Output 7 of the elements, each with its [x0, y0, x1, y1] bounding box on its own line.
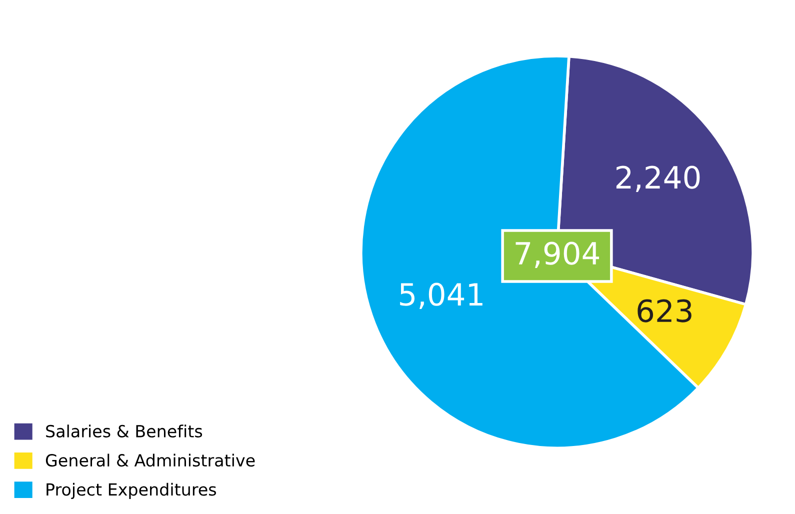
- legend-label: Project Expenditures: [46, 482, 216, 499]
- data-label: 5,041: [400, 282, 482, 310]
- text: 7,904: [516, 242, 600, 268]
- legend-label: General & Administrative: [46, 454, 255, 467]
- data-label: 2,240: [616, 166, 700, 192]
- data-label: 623: [638, 299, 692, 322]
- legend-label: Salaries & Benefits: [46, 424, 202, 438]
